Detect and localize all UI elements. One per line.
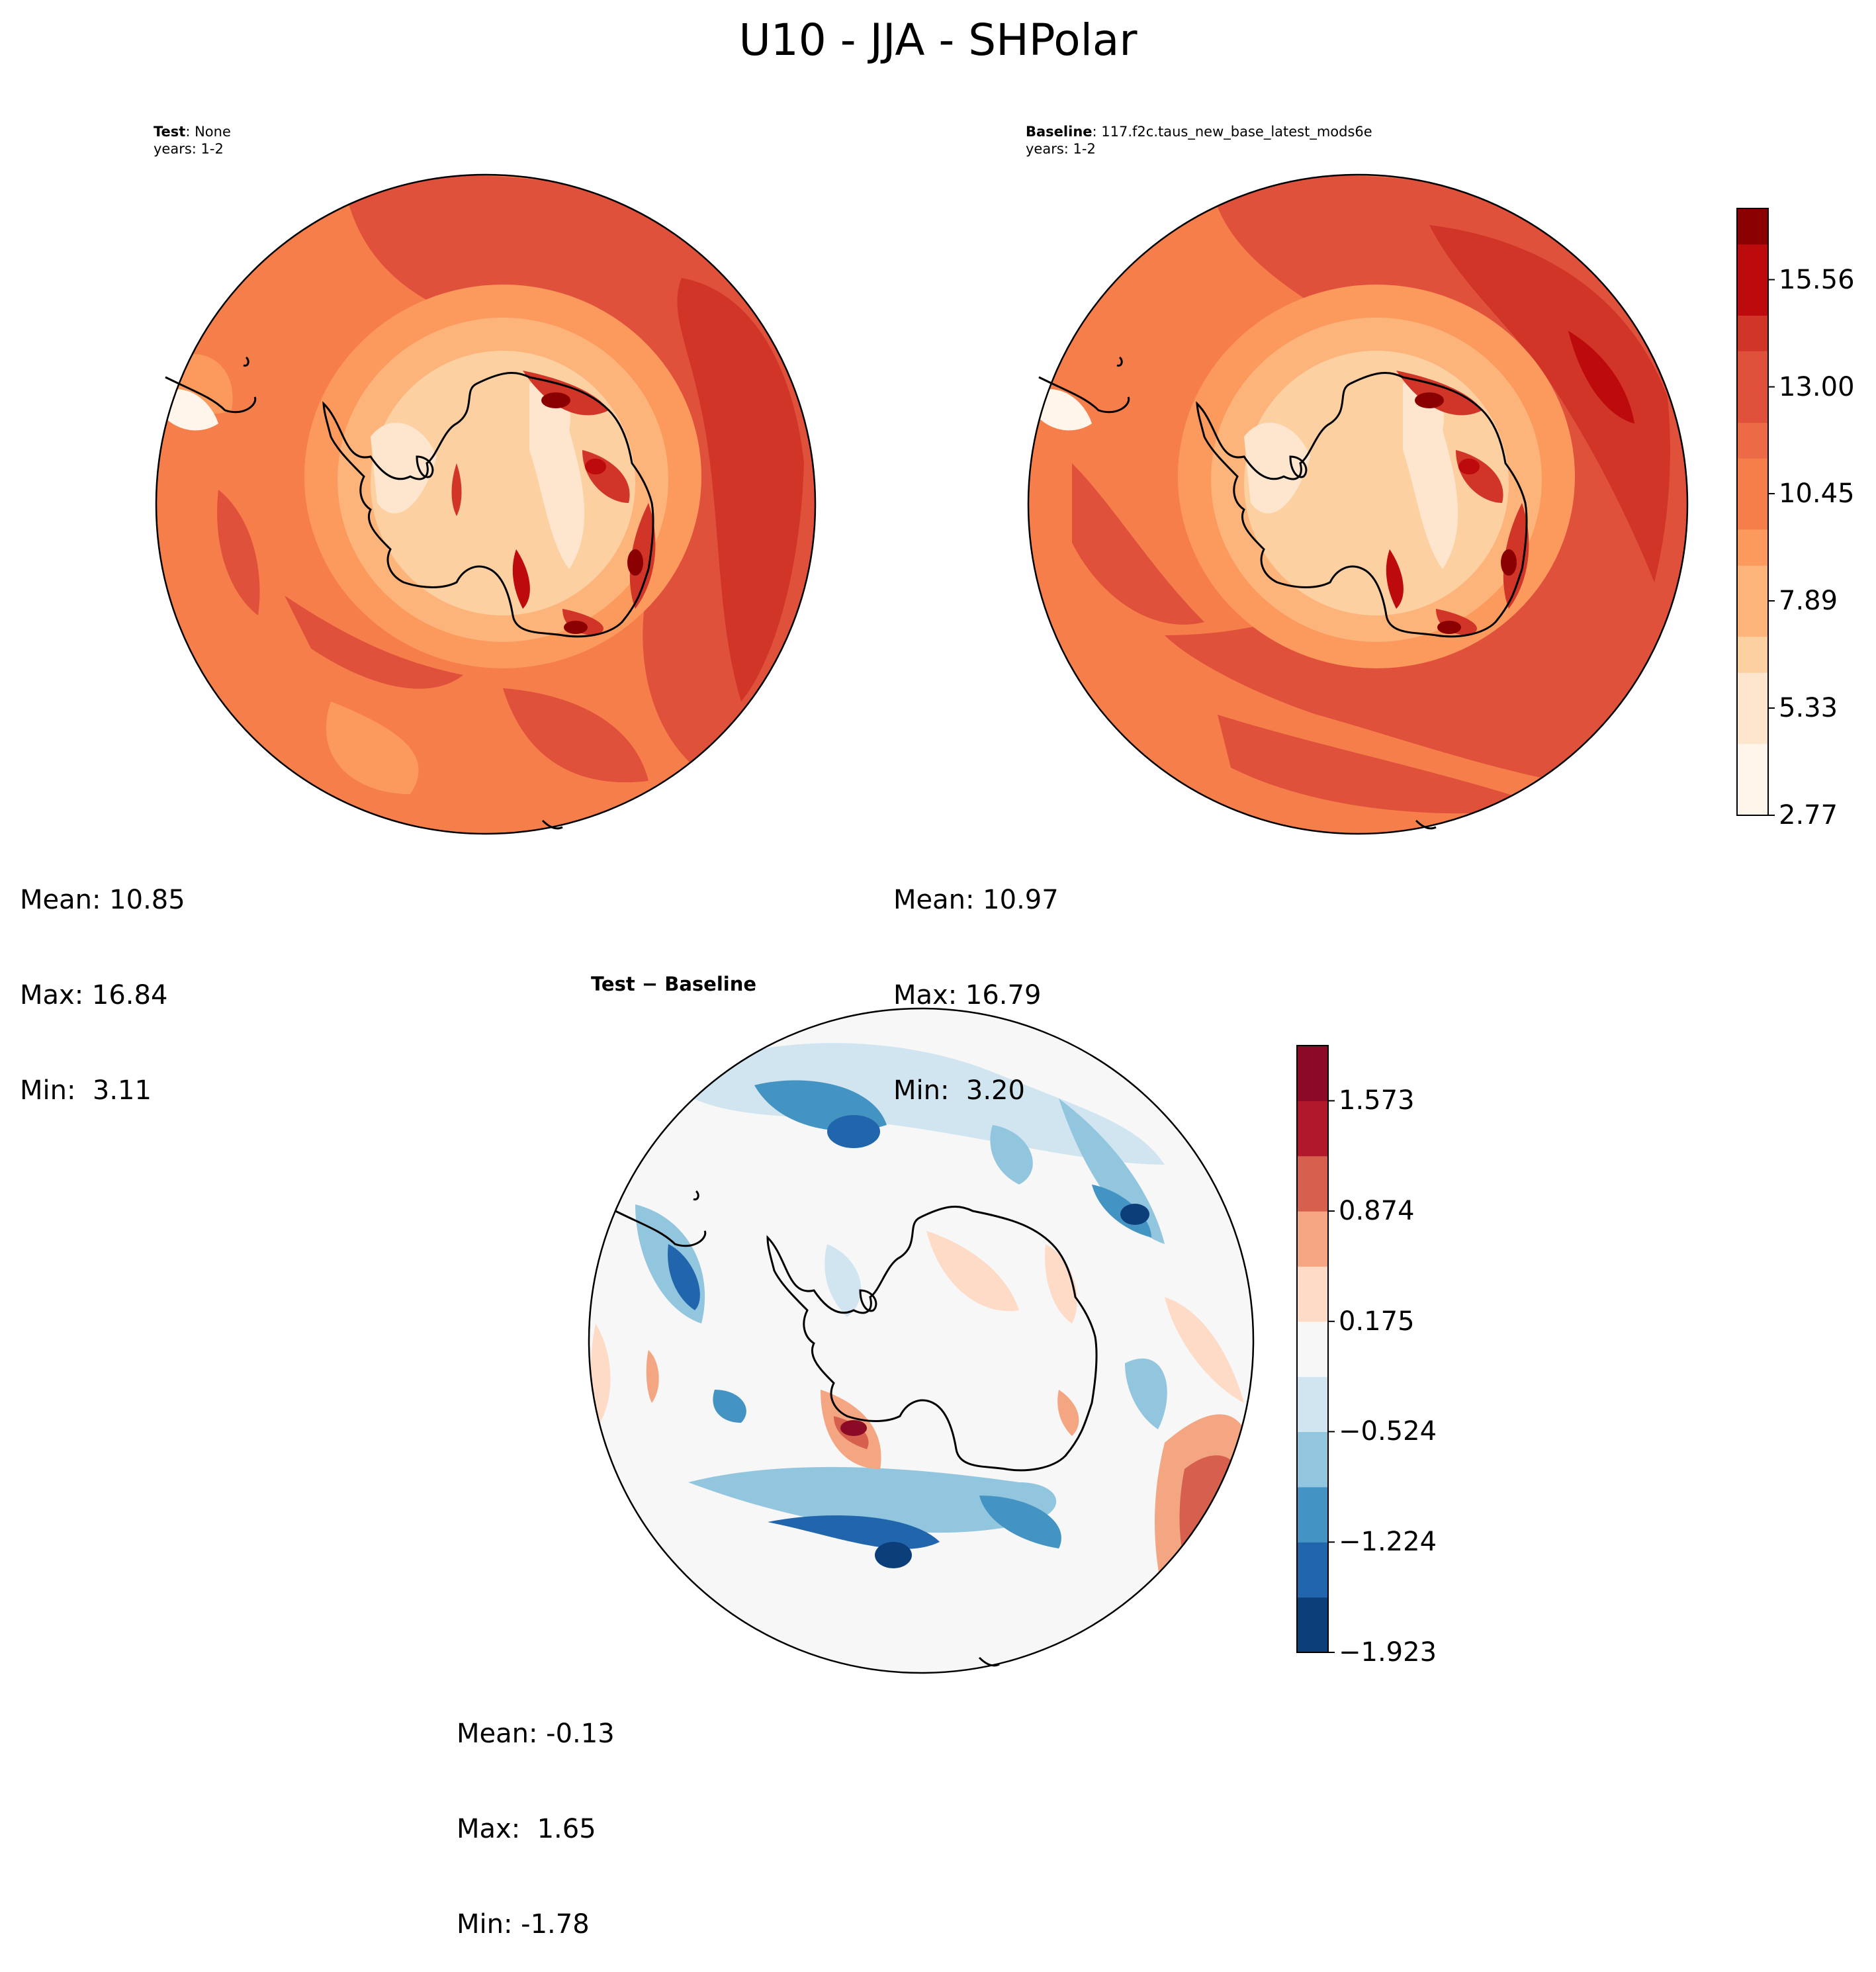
cbar-diff-tick: 0.874	[1339, 1196, 1415, 1227]
diff-stats: Mean: -0.13 Max: 1.65 Min: -1.78	[457, 1654, 615, 1972]
colorbar-swatch	[1297, 1431, 1328, 1488]
cbar-top-tick: 7.89	[1779, 585, 1838, 616]
test-min: Min: 3.11	[20, 1075, 152, 1106]
colorbar-swatch	[1737, 672, 1768, 709]
colorbar-swatch	[1737, 208, 1768, 245]
colorbar-swatch	[1297, 1266, 1328, 1322]
colorbar-swatch	[1297, 1376, 1328, 1433]
colorbar-swatch	[1737, 279, 1768, 316]
colorbar-diff-ticklines	[1328, 1100, 1335, 1653]
colorbar-swatch	[1297, 1046, 1328, 1102]
diff-panel-title: Test − Baseline	[591, 973, 757, 995]
cbar-diff-tick: −1.224	[1339, 1527, 1437, 1558]
colorbar-swatch	[1737, 244, 1768, 281]
colorbar-swatch	[1297, 1321, 1328, 1377]
cbar-diff-tick: −1.923	[1339, 1637, 1437, 1668]
colorbar-top-frame	[1736, 208, 1769, 816]
cbar-diff-tick: −0.524	[1339, 1416, 1437, 1447]
baseline-max: Max: 16.79	[893, 980, 1042, 1010]
colorbar-swatch	[1737, 315, 1768, 351]
baseline-mean: Mean: 10.97	[893, 885, 1059, 915]
test-panel-label: Test: None years: 1-2	[154, 123, 231, 157]
baseline-min: Min: 3.20	[893, 1075, 1025, 1106]
cbar-top-tick: 15.56	[1779, 264, 1855, 295]
diff-mean: Mean: -0.13	[457, 1719, 615, 1749]
colorbar-swatch	[1737, 493, 1768, 530]
test-label-rest: : None	[185, 124, 231, 140]
colorbar-swatch	[1297, 1155, 1328, 1212]
colorbar-swatch	[1737, 636, 1768, 673]
baseline-coastline	[1038, 356, 1528, 830]
diff-min: Min: -1.78	[457, 1909, 590, 1940]
colorbar-swatch	[1297, 1486, 1328, 1543]
baseline-stats: Mean: 10.97 Max: 16.79 Min: 3.20	[893, 821, 1059, 1138]
colorbar-diff-swatches	[1297, 1046, 1328, 1653]
test-coastline	[165, 356, 654, 830]
colorbar-swatch	[1737, 458, 1768, 494]
colorbar-swatch	[1737, 743, 1768, 780]
colorbar-swatch	[1297, 1597, 1328, 1653]
colorbar-swatch	[1737, 351, 1768, 388]
diff-max: Max: 1.65	[457, 1814, 596, 1844]
cbar-diff-tick: 1.573	[1339, 1085, 1415, 1116]
test-years: years: 1-2	[154, 141, 224, 157]
test-map	[155, 173, 817, 835]
diff-coastline	[615, 1190, 1098, 1667]
cbar-top-tick: 5.33	[1779, 692, 1838, 723]
test-label-bold: Test	[154, 124, 186, 140]
test-max: Max: 16.84	[20, 980, 168, 1010]
colorbar-swatch	[1737, 600, 1768, 637]
colorbar-swatch	[1297, 1542, 1328, 1598]
cbar-top-tick: 13.00	[1779, 371, 1855, 402]
baseline-panel-label: Baseline: 117.f2c.taus_new_base_latest_m…	[1026, 123, 1372, 157]
colorbar-swatch	[1737, 529, 1768, 566]
figure-canvas	[155, 173, 1775, 1674]
colorbar-swatch	[1737, 386, 1768, 423]
cbar-top-tick: 10.45	[1779, 478, 1855, 509]
colorbar-top-swatches	[1737, 208, 1768, 816]
cbar-top-tick: 2.77	[1779, 800, 1838, 830]
baseline-map	[1027, 173, 1689, 835]
baseline-label-bold: Baseline	[1026, 124, 1093, 140]
test-mean: Mean: 10.85	[20, 885, 185, 915]
baseline-years: years: 1-2	[1026, 141, 1096, 157]
colorbar-swatch	[1297, 1211, 1328, 1267]
diff-map	[588, 1007, 1255, 1674]
colorbar-swatch	[1737, 780, 1768, 816]
colorbar-swatch	[1737, 565, 1768, 602]
test-stats: Mean: 10.85 Max: 16.84 Min: 3.11	[20, 821, 185, 1138]
colorbar-diff-frame	[1296, 1045, 1329, 1653]
colorbar-top-ticklines	[1768, 279, 1775, 816]
baseline-label-rest: : 117.f2c.taus_new_base_latest_mods6e	[1092, 124, 1372, 140]
colorbar-swatch	[1737, 707, 1768, 744]
colorbar-swatch	[1297, 1100, 1328, 1157]
colorbar-swatch	[1737, 422, 1768, 459]
figure-title: U10 - JJA - SHPolar	[738, 15, 1138, 66]
cbar-diff-tick: 0.175	[1339, 1306, 1415, 1337]
